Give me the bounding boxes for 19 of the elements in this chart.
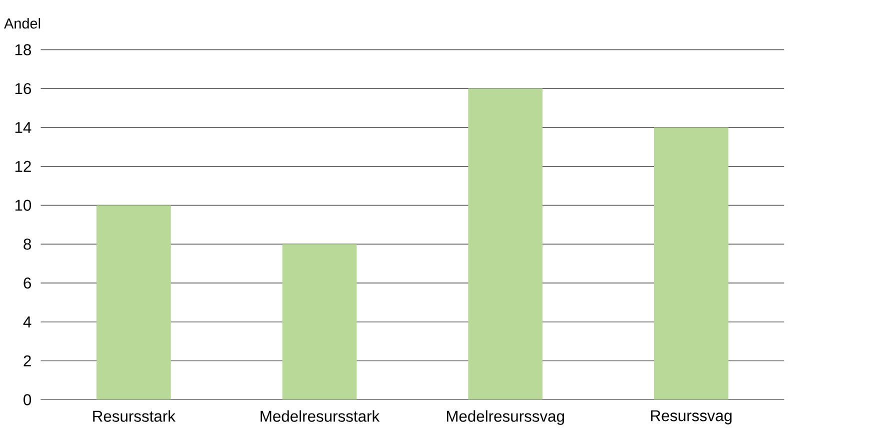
y-tick-label: 4 — [23, 316, 32, 328]
bar — [96, 205, 171, 400]
y-tick-label: 16 — [15, 82, 31, 94]
y-tick-label: 8 — [24, 238, 31, 250]
x-tick-label: Resurssvag — [651, 410, 732, 424]
y-tick-label: 0 — [24, 394, 32, 406]
bar — [282, 244, 357, 400]
y-tick-label: 2 — [24, 355, 31, 366]
y-tick-label: 12 — [15, 160, 31, 172]
y-tick-label: 14 — [15, 122, 32, 133]
x-tick-label: Medelresursstark — [260, 410, 380, 422]
bar — [468, 88, 543, 400]
y-tick-label: 18 — [15, 44, 31, 56]
x-tick-label: Medelresurssvag — [446, 410, 564, 425]
y-tick-label: 6 — [24, 277, 31, 288]
y-axis-title: Andel — [4, 18, 40, 28]
y-tick-label: 10 — [15, 199, 32, 211]
bar — [654, 127, 728, 400]
x-tick-label: Resursstark — [93, 410, 176, 422]
